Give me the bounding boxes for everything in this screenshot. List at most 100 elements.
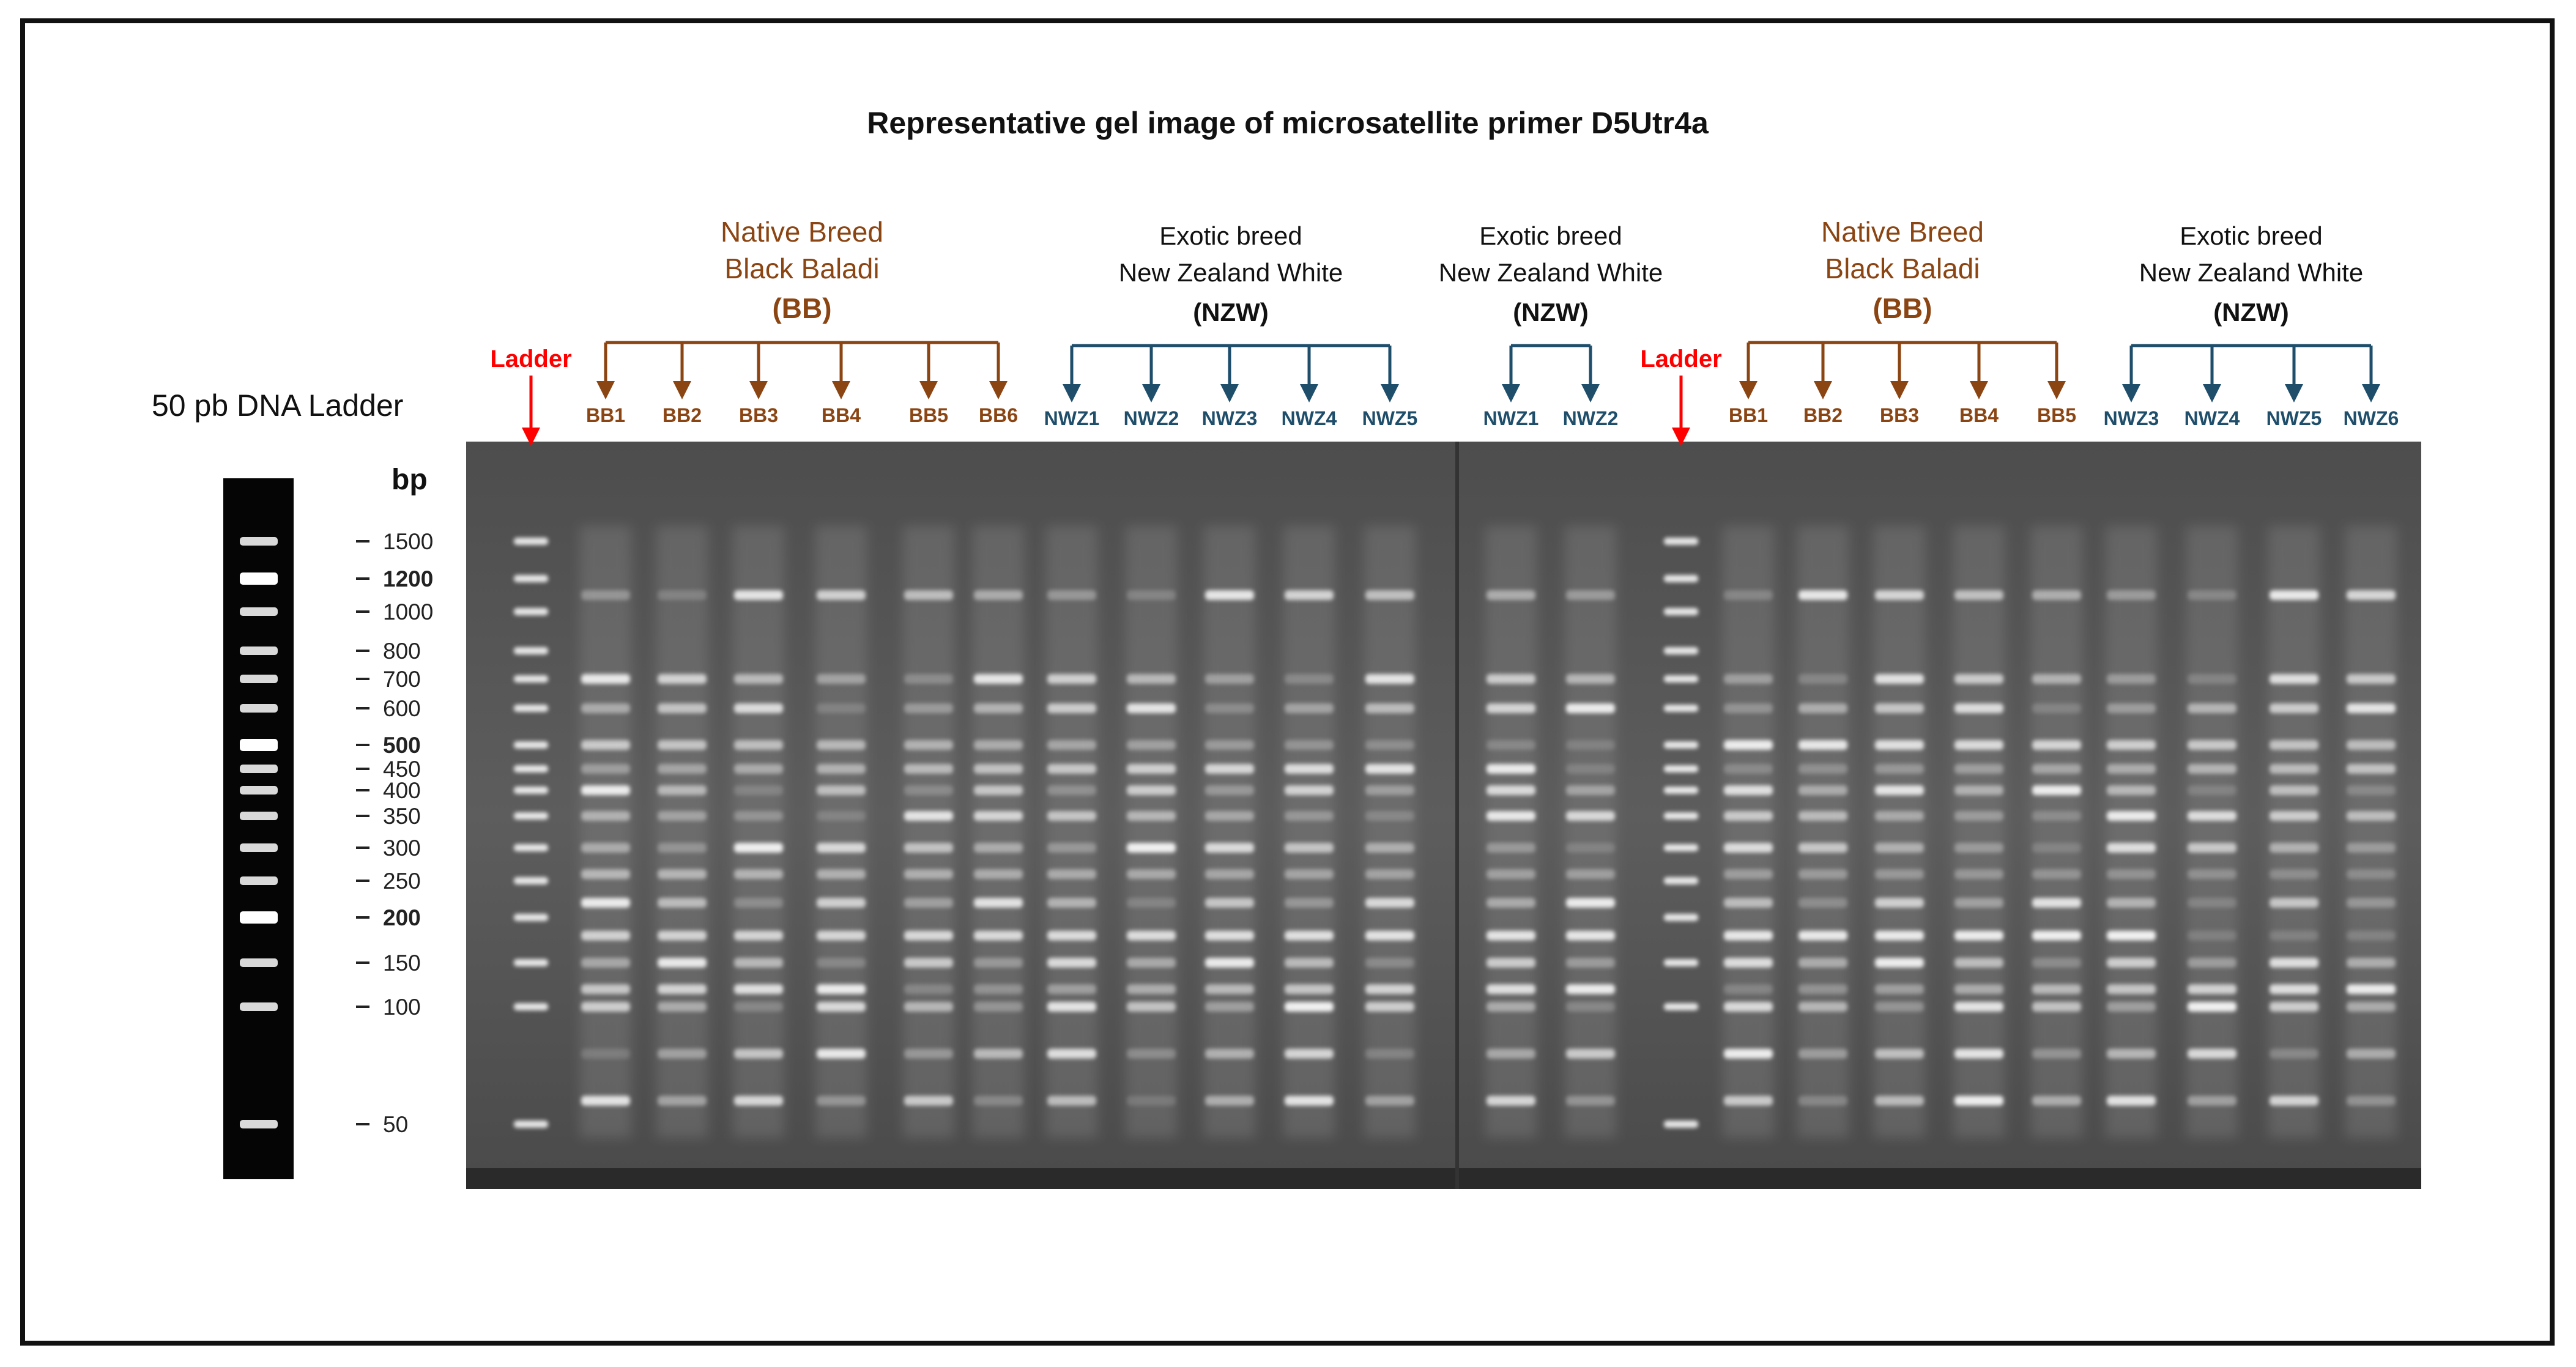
group-abbr-label: (NZW): [1193, 298, 1269, 327]
gel-ladder-band: [514, 914, 548, 921]
lane-band: [1566, 740, 1615, 750]
lane-band: [1724, 869, 1773, 880]
ladder-unit-label: bp: [392, 464, 428, 496]
lane-band: [1365, 590, 1414, 600]
marker-label-1200: 1200: [383, 566, 433, 591]
gel-lane-nwz5: [1364, 526, 1416, 1138]
figure-title: Representative gel image of microsatelli…: [867, 106, 1709, 140]
ladder-band-450: [240, 765, 278, 773]
ladder-gel-strip: [223, 478, 294, 1179]
lane-band: [1487, 590, 1535, 600]
gel-lane-nwz1: [1046, 526, 1097, 1138]
gel-ladder-band: [1664, 575, 1698, 582]
lane-label-nwz1: NWZ1: [1044, 407, 1100, 429]
lane-band: [974, 843, 1023, 853]
lane-band: [904, 740, 953, 750]
lane-band: [1365, 958, 1414, 968]
lane-band: [1875, 740, 1924, 750]
lane-band: [1127, 1095, 1176, 1106]
lane-band: [1205, 811, 1254, 821]
lane-band: [904, 811, 953, 821]
lane-band: [658, 785, 707, 795]
lane-band: [974, 740, 1023, 750]
lane-band: [2188, 740, 2236, 750]
marker-label-350: 350: [383, 804, 421, 829]
gel-ladder-band: [514, 812, 548, 820]
lane-band: [904, 984, 953, 995]
lane-band: [1285, 1048, 1334, 1059]
lane-band: [1566, 869, 1615, 880]
gel-lane-bb2: [1797, 526, 1849, 1138]
lane-band: [1954, 590, 2003, 600]
lane-band: [974, 984, 1023, 995]
lane-band: [1205, 930, 1254, 941]
lane-band: [974, 958, 1023, 968]
lane-band: [1566, 764, 1615, 774]
lane-band: [1205, 1095, 1254, 1106]
lane-band: [2032, 1048, 2081, 1059]
lane-band: [658, 703, 707, 713]
lane-band: [1285, 1002, 1334, 1012]
gel-ladder-band: [514, 959, 548, 966]
ladder-band-1000: [240, 607, 278, 616]
lane-band: [2270, 1095, 2318, 1106]
lane-band: [817, 811, 866, 821]
lane-band: [581, 898, 630, 908]
lane-band: [2032, 984, 2081, 995]
main-gel: [466, 442, 2421, 1189]
lane-band: [1127, 811, 1176, 821]
lane-label-bb3: BB3: [739, 404, 778, 426]
lane-smear: [1046, 526, 1097, 1138]
lane-band: [734, 843, 783, 853]
lane-band: [904, 674, 953, 684]
lane-band: [1798, 740, 1847, 750]
lane-band: [1798, 1002, 1847, 1012]
lane-band: [2188, 590, 2236, 600]
lane-label-nwz3: NWZ3: [1202, 407, 1258, 429]
lane-band: [1566, 811, 1615, 821]
lane-band: [581, 764, 630, 774]
lane-band: [1954, 1095, 2003, 1106]
gel-ladder-band: [514, 575, 548, 582]
lane-band: [1127, 843, 1176, 853]
lane-band: [658, 930, 707, 941]
lane-band: [734, 740, 783, 750]
lane-band: [2270, 958, 2318, 968]
lane-band: [817, 1095, 866, 1106]
lane-band: [1566, 1002, 1615, 1012]
lane-band: [1566, 930, 1615, 941]
lane-band: [1047, 740, 1096, 750]
lane-band: [1047, 674, 1096, 684]
lane-band: [2347, 1002, 2396, 1012]
lane-band: [1954, 984, 2003, 995]
lane-band: [904, 703, 953, 713]
lane-band: [1047, 1095, 1096, 1106]
lane-band: [904, 930, 953, 941]
lane-band: [581, 984, 630, 995]
lane-band: [2188, 703, 2236, 713]
lane-band: [1566, 898, 1615, 908]
lane-label-bb2: BB2: [663, 404, 702, 426]
lane-smear: [1204, 526, 1255, 1138]
lane-band: [1798, 785, 1847, 795]
gel-ladder-band: [514, 787, 548, 794]
group-name-label: New Zealand White: [1119, 258, 1343, 287]
lane-label-bb4: BB4: [1959, 404, 1999, 426]
gel-background: [466, 442, 2421, 1189]
lane-band: [1365, 1048, 1414, 1059]
lane-band: [581, 590, 630, 600]
gel-ladder-band: [514, 705, 548, 712]
lane-band: [817, 843, 866, 853]
lane-band: [1798, 843, 1847, 853]
lane-band: [1566, 958, 1615, 968]
lane-label-nwz3: NWZ3: [2104, 407, 2159, 429]
lane-band: [1954, 764, 2003, 774]
lane-band: [2107, 1095, 2156, 1106]
lane-band: [1798, 930, 1847, 941]
lane-band: [1954, 1048, 2003, 1059]
lane-band: [2347, 703, 2396, 713]
lane-band: [1285, 674, 1334, 684]
ladder-band-350: [240, 812, 278, 820]
ladder-label-1: Ladder: [490, 346, 571, 372]
